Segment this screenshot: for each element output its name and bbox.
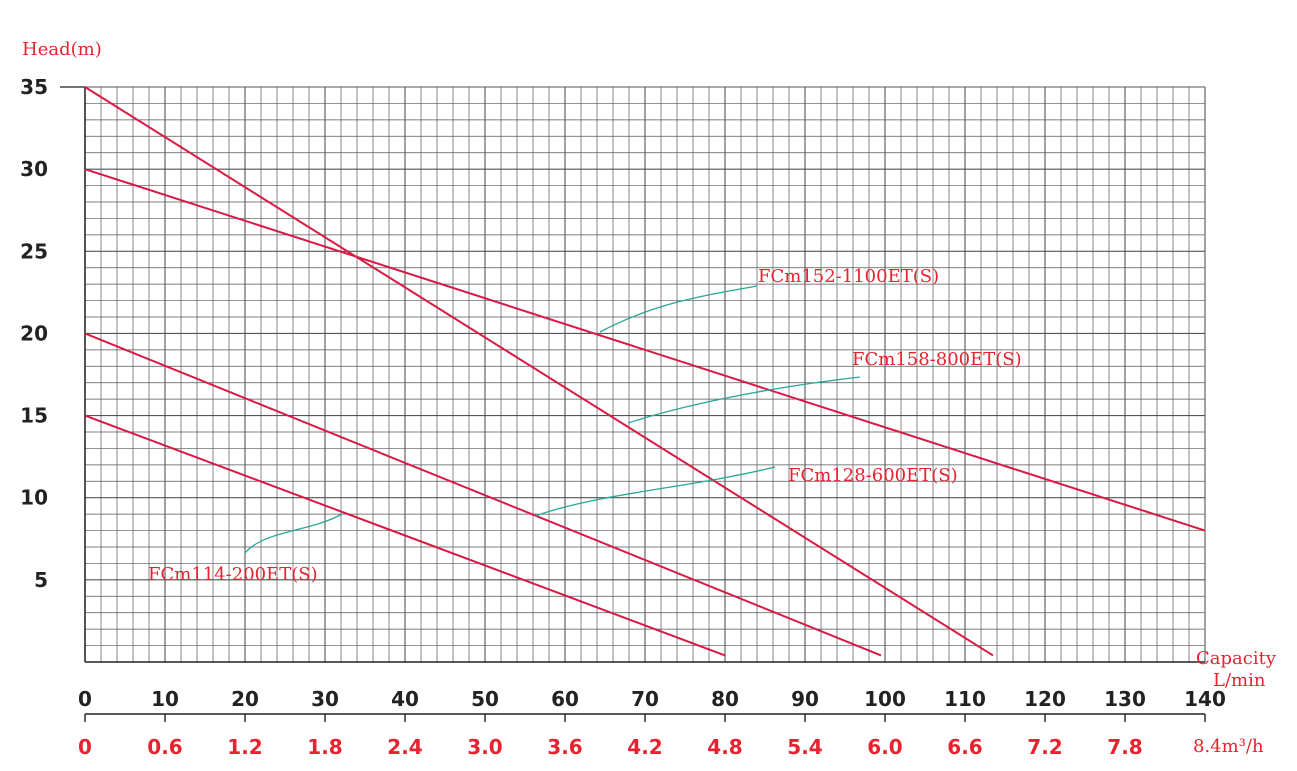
y-axis-title: Head(m) [22,39,102,60]
curve-FCm152-1100ET(S) [84,168,1206,532]
x-axis-unit: L/min [1213,670,1266,691]
x-tick-label: 140 [1184,687,1226,711]
x-tick-label: 50 [471,687,499,711]
x2-tick-label: 6.6 [947,735,982,759]
x2-tick-label: 1.8 [307,735,342,759]
leader-line-FCm114-200ET(S) [244,513,343,554]
leader-line-FCm128-600ET(S) [534,466,776,517]
x-tick-label: 130 [1104,687,1146,711]
curve-FCm158-800ET(S) [84,86,994,657]
x2-tick-label: 4.8 [707,735,742,759]
x2-tick-label: 3.0 [467,735,502,759]
series-label: FCm152-1100ET(S) [758,266,939,287]
leader-lines [244,285,861,554]
x-tick-label: 40 [391,687,419,711]
x-tick-label: 90 [791,687,819,711]
leader-line-FCm158-800ET(S) [627,376,861,424]
y-tick-label: 20 [20,321,48,345]
labels: FCm114-200ET(S) FCm128-600ET(S) FCm158-800… [20,39,1277,759]
y-tick-label: 10 [20,486,48,510]
x2-tick-label: 7.2 [1027,735,1062,759]
x2-tick-label: 4.2 [627,735,662,759]
x-tick-label: 80 [711,687,739,711]
x-tick-label: 30 [311,687,339,711]
x2-tick-label: 3.6 [547,735,582,759]
y-tick-label: 25 [20,239,48,263]
x2-tick-label: 0.6 [147,735,182,759]
grid [60,86,1206,722]
x2-tick-label: 0 [78,735,92,759]
curves [84,86,1206,657]
series-label: FCm158-800ET(S) [852,349,1022,370]
x2-tick-label: 5.4 [787,735,822,759]
series-label: FCm128-600ET(S) [788,465,958,486]
x-axis-title: Capacity [1196,648,1277,669]
x2-tick-label: 6.0 [867,735,902,759]
x-tick-label: 110 [944,687,986,711]
y-tick-label: 30 [20,157,48,181]
series-label: FCm114-200ET(S) [148,564,318,585]
x-tick-label: 70 [631,687,659,711]
x-tick-label: 120 [1024,687,1066,711]
x2-tick-label: 2.4 [387,735,422,759]
y-tick-label: 35 [20,75,48,99]
x-tick-label: 100 [864,687,906,711]
y-tick-label: 5 [34,568,48,592]
x-tick-label: 0 [78,687,92,711]
leader-line-FCm152-1100ET(S) [599,285,758,333]
x-tick-label: 20 [231,687,259,711]
x-tick-label: 10 [151,687,179,711]
x2-axis-unit: 8.4m³/h [1193,736,1264,757]
x2-tick-label: 7.8 [1107,735,1142,759]
x2-tick-label: 1.2 [227,735,262,759]
curve-FCm128-600ET(S) [84,332,882,657]
y-tick-label: 15 [20,404,48,428]
x-tick-label: 60 [551,687,579,711]
curve-FCm114-200ET(S) [84,414,726,657]
